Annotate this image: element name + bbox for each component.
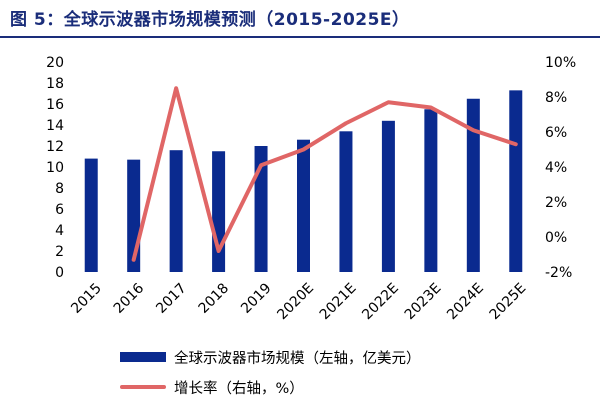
bar-2017 xyxy=(169,150,183,272)
x-tick-label: 2021E xyxy=(317,280,360,323)
legend-label-growth-rate: 增长率（右轴，%） xyxy=(174,380,304,397)
title-bar: 图 5：全球示波器市场规模预测（2015-2025E） xyxy=(0,0,600,34)
y-left-tick-label: 2 xyxy=(55,244,64,260)
legend-item-growth-rate: 增长率（右轴，%） xyxy=(120,375,540,399)
legend-bar-swatch xyxy=(120,352,166,362)
title-divider xyxy=(0,36,600,38)
chart-title: 图 5：全球示波器市场规模预测（2015-2025E） xyxy=(10,9,410,30)
legend-item-market-size: 全球示波器市场规模（左轴，亿美元） xyxy=(120,345,540,369)
legend-line-swatch xyxy=(120,385,166,389)
x-tick-label: 2023E xyxy=(402,280,445,323)
x-tick-label: 2015 xyxy=(68,280,105,317)
growth-rate-line xyxy=(131,86,518,262)
y-left-tick-label: 14 xyxy=(46,118,64,134)
y-left-tick-label: 8 xyxy=(55,181,64,197)
y-right-tick-label: 10% xyxy=(545,55,576,71)
x-tick-label: 2018 xyxy=(196,280,233,317)
x-tick-label: 2024E xyxy=(444,280,487,323)
y-right-tick-label: 4% xyxy=(545,160,567,176)
y-left-tick-label: 0 xyxy=(55,265,64,281)
legend: 全球示波器市场规模（左轴，亿美元） 增长率（右轴，%） xyxy=(120,345,540,405)
y-right-tick-label: 2% xyxy=(545,195,567,211)
x-tick-label: 2022E xyxy=(359,280,402,323)
x-tick-label: 2016 xyxy=(111,280,148,317)
y-left-tick-label: 10 xyxy=(46,160,64,176)
bar-2020E xyxy=(297,139,310,272)
y-left-tick-label: 12 xyxy=(46,139,64,155)
legend-label-market-size: 全球示波器市场规模（左轴，亿美元） xyxy=(174,350,421,367)
y-left-tick-label: 4 xyxy=(55,223,64,239)
bar-2022E xyxy=(381,120,395,272)
bar-2023E xyxy=(424,109,438,272)
x-tick-label: 2025E xyxy=(487,280,530,323)
x-tick-label: 2017 xyxy=(153,280,190,317)
bar-2019 xyxy=(254,146,268,272)
y-left-tick-label: 20 xyxy=(46,55,64,71)
y-right-tick-label: 0% xyxy=(545,230,567,246)
x-tick-label: 2019 xyxy=(238,280,275,317)
y-right-tick-label: -2% xyxy=(545,265,572,281)
bar-2021E xyxy=(339,131,353,272)
bar-2024E xyxy=(466,98,480,272)
y-left-tick-label: 18 xyxy=(46,76,64,92)
y-right-tick-label: 8% xyxy=(545,90,567,106)
y-left-tick-label: 6 xyxy=(55,202,64,218)
bar-2018 xyxy=(212,151,226,272)
x-tick-label: 2020E xyxy=(274,280,317,323)
y-left-tick-label: 16 xyxy=(46,97,64,113)
bar-2025E xyxy=(509,90,523,272)
bar-2015 xyxy=(84,158,98,272)
y-right-tick-label: 6% xyxy=(545,125,567,141)
